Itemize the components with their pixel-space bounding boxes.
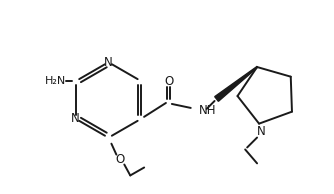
Text: N: N: [257, 125, 266, 138]
Text: O: O: [164, 75, 174, 88]
Text: NH: NH: [199, 104, 216, 117]
Text: H₂N: H₂N: [45, 76, 66, 86]
Text: O: O: [116, 153, 125, 166]
Text: N: N: [71, 112, 80, 125]
Text: N: N: [104, 56, 113, 69]
Polygon shape: [215, 67, 258, 101]
